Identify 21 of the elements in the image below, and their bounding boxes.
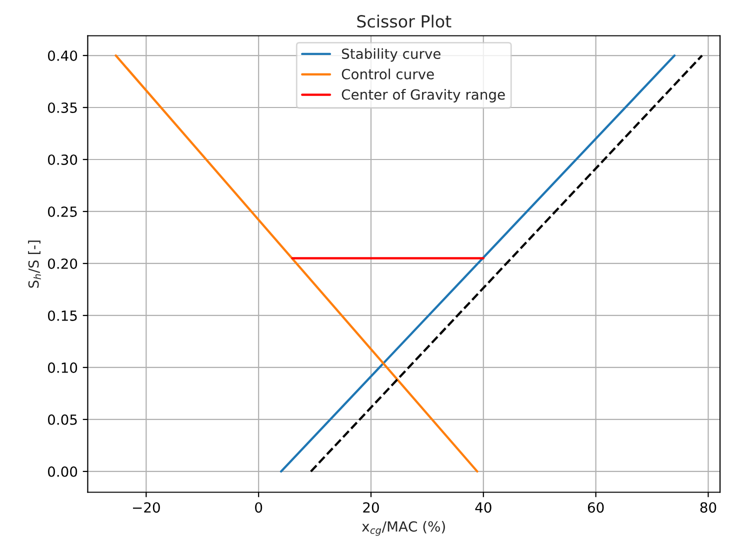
y-tick-label: 0.10: [48, 362, 78, 373]
x-tick-label: 80: [700, 502, 716, 513]
x-tick-label: 60: [588, 502, 604, 513]
x-tick-label: 40: [475, 502, 492, 513]
y-tick-label: 0.30: [48, 154, 78, 165]
y-axis-title: S$_{h}$/S [-]: [28, 240, 41, 288]
legend-label: Control curve: [342, 68, 434, 80]
y-tick-label: 0.00: [48, 466, 78, 477]
y-tick-label: 0.05: [48, 414, 77, 425]
legend-label: Center of Gravity range: [342, 89, 505, 102]
y-tick-label: 0.40: [48, 50, 78, 61]
x-tick-label: −20: [132, 502, 160, 513]
y-tick-label: 0.15: [48, 310, 77, 321]
legend-label: Stability curve: [342, 48, 440, 62]
y-tick-label: 0.35: [48, 102, 77, 113]
x-tick-label: 20: [363, 502, 379, 513]
y-tick-label: 0.20: [48, 258, 78, 269]
y-tick-label: 0.25: [48, 206, 77, 217]
x-tick-label: 0: [255, 502, 262, 513]
x-axis-title: x$_{cg}$/MAC (%): [362, 520, 445, 536]
chart-title: Scissor Plot: [357, 14, 452, 28]
